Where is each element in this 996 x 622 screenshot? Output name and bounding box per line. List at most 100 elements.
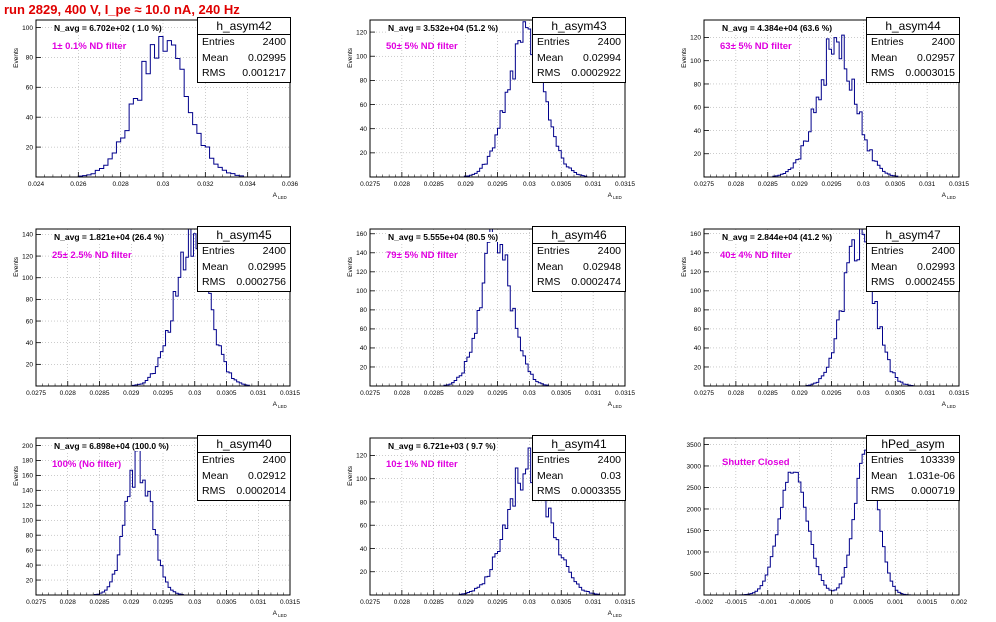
x-tick-label: 0.03 [188, 599, 201, 606]
stats-label: RMS [871, 67, 895, 79]
x-axis-label-subscript: LED [613, 613, 623, 618]
x-tick-label: 0.03 [857, 181, 870, 188]
y-tick-label: 40 [360, 126, 368, 133]
axes: -0.002 -0.0015 -0.001 -0.0005 0 0.0005 0.001 0.… [687, 442, 968, 606]
x-tick-label: 0.03 [523, 181, 536, 188]
y-tick-label: 80 [360, 78, 368, 85]
stats-value: 0.02993 [917, 260, 955, 273]
x-tick-label: 0.031 [919, 390, 936, 397]
stats-value: 2400 [597, 245, 621, 257]
x-tick-label: 0.0285 [424, 599, 444, 606]
x-axis-label-subscript: LED [613, 195, 623, 200]
stats-row: RMS 0.0003355 [533, 484, 625, 500]
y-tick-label: 200 [22, 443, 33, 450]
y-tick-label: 40 [694, 128, 702, 135]
x-tick-label: 0.03 [157, 181, 170, 188]
y-tick-label: 20 [360, 150, 368, 157]
x-tick-label: 0.028 [394, 599, 411, 606]
y-tick-label: 60 [26, 547, 34, 554]
stats-label: Mean [202, 469, 229, 482]
x-tick-label: 0.026 [70, 181, 87, 188]
x-tick-label: 0.0295 [822, 390, 842, 397]
x-axis-label-subscript: LED [278, 404, 288, 409]
x-tick-label: 0.0295 [488, 181, 508, 188]
stats-row: Entries 2400 [198, 453, 290, 469]
stats-row: RMS 0.0002014 [198, 484, 290, 500]
x-tick-label: 0.0305 [217, 390, 237, 397]
stats-box: h_asym42 Entries 2400 Mean 0.02995 RMS 0.00121… [197, 17, 291, 83]
stats-box: hPed_asym Entries 103339 Mean 1.031e-06 RMS 0.… [866, 435, 960, 501]
x-tick-label: 0.028 [60, 599, 77, 606]
grid-lines [704, 20, 959, 177]
x-axis-label: A [273, 192, 278, 199]
stats-value: 103339 [919, 454, 955, 466]
stats-value: 0.02995 [248, 51, 286, 64]
stats-value: 0.001217 [242, 67, 286, 79]
y-tick-label: 120 [356, 269, 367, 276]
y-tick-label: 40 [360, 546, 368, 553]
stats-label: Mean [871, 51, 898, 64]
stats-row: RMS 0.0002455 [867, 275, 959, 291]
x-tick-label: 0.0305 [885, 390, 905, 397]
histogram-panel: 0.024 0.026 0.028 0.03 0.032 0.034 0.036 20 40 60… [13, 17, 299, 200]
stats-label: Entries [202, 245, 235, 257]
stats-value: 0.02995 [248, 260, 286, 273]
page-title: run 2829, 400 V, I_pe ≈ 10.0 nA, 240 Hz [4, 2, 240, 17]
x-tick-label: 0.029 [791, 390, 808, 397]
filter-note: 10± 1% ND filter [386, 459, 458, 470]
stats-title: h_asym42 [198, 18, 290, 35]
stats-value: 2400 [597, 36, 621, 48]
y-tick-label: 140 [690, 250, 701, 257]
stats-value: 0.0002474 [571, 276, 621, 288]
x-axis-label-subscript: LED [947, 195, 957, 200]
navg-label: N_avg = 6.702e+02 ( 1.0 %) [54, 23, 162, 33]
x-tick-label: 0.0275 [694, 390, 714, 397]
axes: 0.0275 0.028 0.0285 0.029 0.0295 0.03 0.0305 0.… [356, 29, 635, 188]
filter-note: 63± 5% ND filter [720, 41, 792, 52]
stats-label: Mean [871, 260, 898, 273]
stats-label: Mean [202, 260, 229, 273]
x-tick-label: 0.0015 [917, 599, 937, 606]
x-tick-label: 0.032 [197, 181, 214, 188]
y-tick-label: 40 [26, 340, 34, 347]
stats-label: Mean [537, 260, 564, 273]
histogram-svg: -0.002 -0.0015 -0.001 -0.0005 0 0.0005 0.001 0.… [687, 437, 968, 606]
stats-row: Entries 2400 [533, 244, 625, 260]
y-tick-label: 100 [22, 518, 33, 525]
histogram-panel: 0.0275 0.028 0.0285 0.029 0.0295 0.03 0.0305 0.… [13, 226, 300, 409]
y-tick-label: 80 [26, 297, 34, 304]
x-axis-label-subscript: LED [947, 404, 957, 409]
y-tick-label: 2500 [687, 485, 702, 492]
stats-value: 0.02948 [583, 260, 621, 273]
y-tick-label: 40 [26, 114, 34, 121]
axes: 0.0275 0.028 0.0285 0.029 0.0295 0.03 0.0305 0.… [22, 232, 300, 397]
x-tick-label: 0.031 [585, 181, 602, 188]
x-tick-label: 0.029 [791, 181, 808, 188]
stats-label: RMS [537, 67, 561, 79]
stats-title: h_asym46 [533, 227, 625, 244]
x-tick-label: 0.031 [250, 390, 267, 397]
x-axis-label: A [608, 192, 613, 199]
stats-row: Mean 0.02948 [533, 260, 625, 276]
histogram-line [704, 449, 959, 596]
y-axis-label: Events [13, 465, 20, 486]
x-tick-label: -0.0005 [789, 599, 811, 606]
y-tick-label: 20 [360, 364, 368, 371]
stats-label: Mean [871, 469, 898, 482]
grid-lines [370, 438, 625, 595]
stats-row: Mean 0.02994 [533, 51, 625, 67]
y-tick-label: 1000 [687, 549, 702, 556]
y-tick-label: 100 [356, 476, 367, 483]
x-tick-label: 0.031 [919, 181, 936, 188]
y-tick-label: 60 [26, 318, 34, 325]
x-axis-label: A [273, 610, 278, 617]
navg-label: N_avg = 1.821e+04 (26.4 %) [54, 232, 165, 242]
y-tick-label: 160 [690, 231, 701, 238]
y-tick-label: 140 [356, 250, 367, 257]
y-tick-label: 20 [26, 144, 34, 151]
x-axis-label: A [608, 610, 613, 617]
histogram-panel: 0.0275 0.028 0.0285 0.029 0.0295 0.03 0.0305 0.… [347, 17, 635, 200]
y-tick-label: 80 [26, 55, 34, 62]
y-tick-label: 80 [26, 532, 34, 539]
axes: 0.0275 0.028 0.0285 0.029 0.0295 0.03 0.0305 0.… [356, 231, 635, 397]
